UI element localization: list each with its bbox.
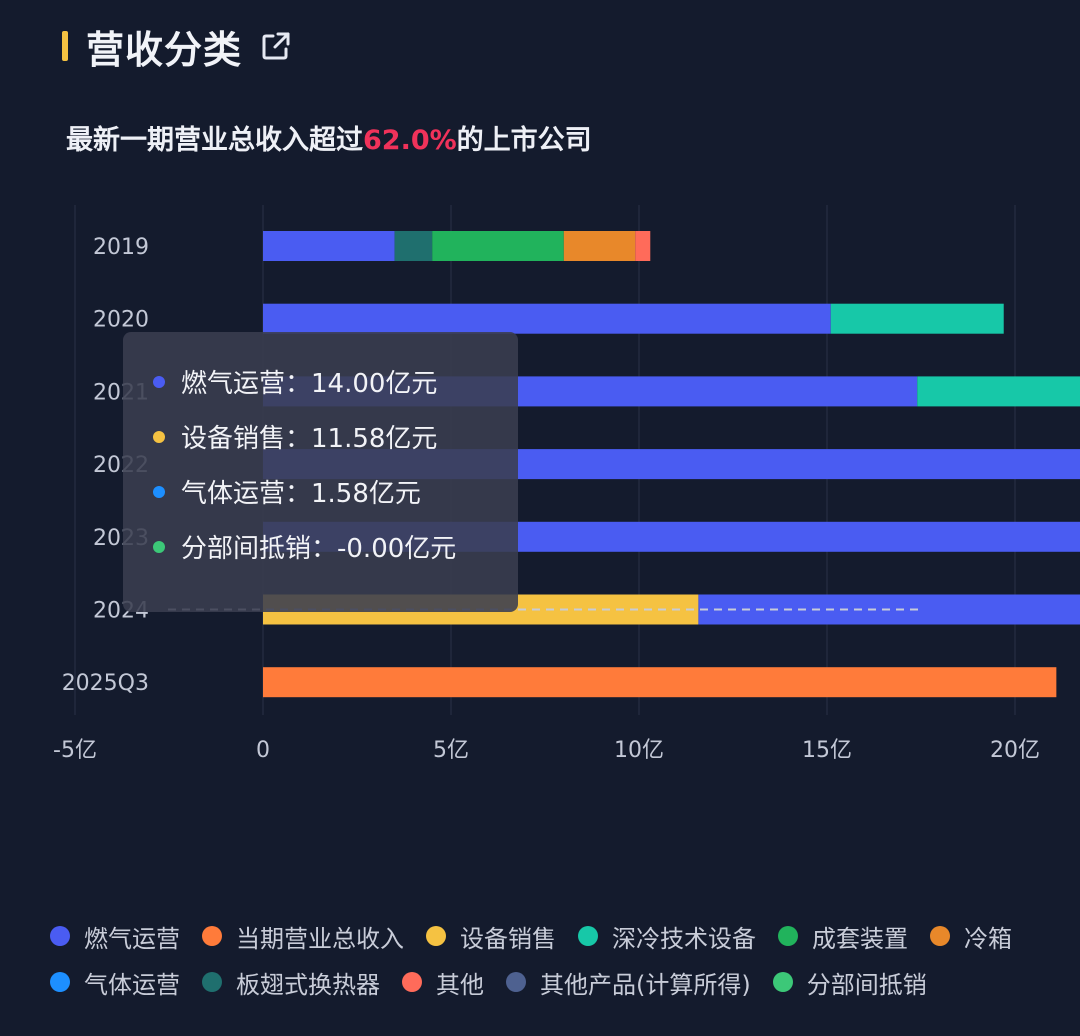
legend-label: 燃气运营 [84, 924, 180, 953]
bar-segment[interactable] [394, 231, 433, 261]
legend-dot-icon [772, 972, 793, 992]
legend-label: 设备销售 [460, 924, 556, 953]
tooltip-dot-icon [153, 375, 165, 388]
y-category-label: 2020 [93, 308, 149, 333]
tooltip-dot-icon [153, 540, 165, 553]
page-title: 营收分类 [86, 27, 243, 72]
external-link-icon[interactable] [258, 28, 294, 64]
legend-item[interactable]: 板翅式换热器 [202, 966, 380, 999]
tooltip-text: 设备销售：11.58亿元 [181, 424, 438, 454]
legend-label: 分部间抵销 [806, 970, 927, 999]
x-tick-label: 0 [256, 738, 270, 763]
legend-label: 成套装置 [812, 924, 908, 953]
bar-segment[interactable] [635, 231, 651, 261]
legend-dot-icon [50, 972, 70, 992]
tooltip-text: 分部间抵销：-0.00亿元 [181, 534, 457, 564]
bar-segment[interactable] [263, 231, 395, 261]
bar-segment[interactable] [263, 303, 831, 334]
legend-item[interactable]: 冷箱 [930, 920, 1012, 953]
y-category-label: 2019 [93, 235, 149, 260]
legend-dot-icon [426, 926, 446, 946]
bar-segment[interactable] [563, 231, 636, 261]
legend-label: 其他产品(计算所得) [540, 970, 751, 999]
legend-dot-icon [402, 972, 422, 992]
title-accent-bar [62, 31, 68, 61]
x-tick-label: -5亿 [53, 738, 97, 763]
legend-dot-icon [578, 926, 598, 946]
card-header: 营收分类 [62, 22, 294, 72]
legend-item[interactable]: 设备销售 [426, 920, 556, 953]
subtitle-highlight-percent: 62.0% [363, 125, 457, 156]
tooltip-dot-icon [153, 430, 165, 443]
legend-label: 冷箱 [964, 924, 1012, 953]
y-category-label: 2025Q3 [62, 671, 149, 696]
bar-segment[interactable] [432, 231, 564, 261]
tooltip-row: 分部间抵销：-0.00亿元 [153, 519, 518, 574]
tooltip-row: 燃气运营：14.00亿元 [153, 354, 518, 409]
revenue-bar-chart[interactable]: -5亿05亿10亿15亿20亿25亿30亿35亿2019202020212022… [0, 0, 1080, 800]
legend-item[interactable]: 其他产品(计算所得) [506, 966, 751, 999]
subtitle-suffix: 的上市公司 [456, 125, 592, 156]
legend-dot-icon [778, 926, 798, 946]
legend-item[interactable]: 其他 [402, 966, 484, 999]
legend-label: 气体运营 [84, 970, 180, 999]
subtitle-prefix: 最新一期营业总收入超过 [66, 125, 363, 156]
legend-item[interactable]: 深冷技术设备 [578, 920, 756, 953]
legend-item[interactable]: 分部间抵销 [772, 966, 927, 999]
legend-dot-icon [202, 926, 222, 946]
chart-legend: 燃气运营 当期营业总收入 设备销售 深冷技术设备 成套装置 冷箱气体运营 板翅式换热器 其他 其… [50, 920, 1060, 999]
legend-label: 当期营业总收入 [236, 924, 404, 953]
legend-item[interactable]: 当期营业总收入 [202, 920, 404, 953]
bar-segment[interactable] [830, 303, 1004, 334]
legend-dot-icon [50, 926, 70, 946]
chart-tooltip: 燃气运营：14.00亿元 设备销售：11.58亿元 气体运营：1.58亿元分部间抵销… [123, 332, 518, 612]
legend-item[interactable]: 气体运营 [50, 966, 180, 999]
tooltip-row: 气体运营：1.58亿元 [153, 464, 518, 519]
x-tick-label: 20亿 [990, 738, 1040, 763]
bar-segment[interactable] [263, 667, 1057, 698]
x-tick-label: 15亿 [802, 738, 852, 763]
tooltip-text: 气体运营：1.58亿元 [181, 479, 421, 509]
x-tick-label: 10亿 [614, 738, 664, 763]
x-tick-label: 5亿 [433, 738, 469, 763]
tooltip-text: 燃气运营：14.00亿元 [181, 369, 438, 399]
tooltip-dot-icon [153, 485, 165, 498]
chart-subtitle: 最新一期营业总收入超过62.0%的上市公司 [66, 118, 592, 157]
legend-item[interactable]: 燃气运营 [50, 920, 180, 953]
legend-label: 板翅式换热器 [236, 970, 380, 999]
legend-label: 深冷技术设备 [612, 924, 756, 953]
bar-segment[interactable] [917, 376, 1080, 407]
legend-label: 其他 [436, 970, 484, 999]
tooltip-row: 设备销售：11.58亿元 [153, 409, 518, 464]
legend-dot-icon [202, 972, 222, 992]
legend-dot-icon [930, 926, 950, 946]
legend-item[interactable]: 成套装置 [778, 920, 908, 953]
legend-dot-icon [506, 972, 526, 992]
